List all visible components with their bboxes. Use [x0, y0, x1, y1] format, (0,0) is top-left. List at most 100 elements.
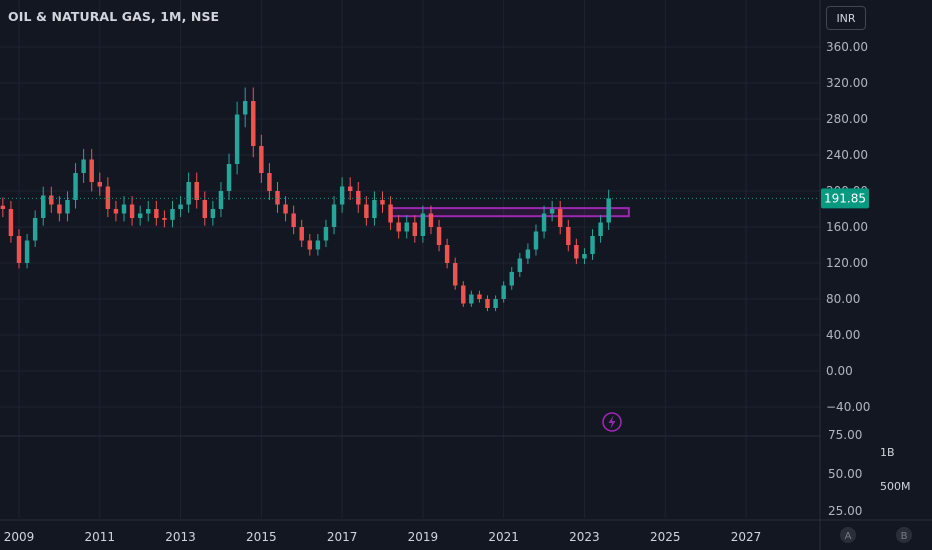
- candle-body: [97, 182, 102, 187]
- price-tick-label: 280.00: [826, 112, 868, 126]
- candle-body: [41, 195, 46, 218]
- time-tick-label: 2027: [731, 530, 762, 544]
- candle-body: [323, 227, 329, 241]
- time-tick-label: 2021: [488, 530, 519, 544]
- candle-body: [170, 209, 175, 220]
- price-tick-label: 160.00: [826, 220, 868, 234]
- candle-body: [347, 186, 353, 191]
- time-tick-label: 2015: [246, 530, 277, 544]
- price-tick-label: 0.00: [826, 364, 853, 378]
- candle-body: [113, 209, 119, 214]
- time-tick-label: 2023: [569, 530, 600, 544]
- candle-body: [469, 294, 474, 304]
- candle-body: [121, 204, 127, 214]
- time-tick-label: 2011: [85, 530, 116, 544]
- candle-body: [24, 240, 30, 263]
- candle-body: [444, 245, 450, 263]
- candle-body: [396, 222, 401, 232]
- candle-body: [267, 173, 272, 191]
- scale-button-label-b: B: [901, 531, 908, 542]
- lightning-bolt-glyph: [608, 415, 616, 429]
- candle-body: [162, 218, 167, 220]
- candle-body: [598, 222, 603, 236]
- candle-body: [105, 186, 111, 209]
- candle-body: [154, 209, 159, 218]
- scale-button-b[interactable]: [896, 527, 912, 543]
- candle-body: [364, 204, 369, 218]
- candle-body: [186, 182, 191, 205]
- candle-body: [32, 218, 38, 241]
- candle-body: [242, 101, 248, 115]
- candle-body: [194, 182, 199, 200]
- volume-tick-label: 75.00: [828, 428, 862, 442]
- candle-body: [356, 191, 361, 205]
- candle-body: [146, 209, 151, 214]
- candle-body: [315, 240, 321, 250]
- candle-body: [16, 236, 22, 263]
- candle-body: [509, 272, 514, 286]
- time-tick-label: 2025: [650, 530, 681, 544]
- candle-body: [428, 213, 434, 227]
- volume-scale-label: 1B: [880, 446, 895, 459]
- candle-body: [49, 195, 54, 205]
- candle-body: [566, 227, 571, 245]
- candle-body: [8, 209, 14, 236]
- candle-body: [81, 159, 86, 173]
- price-tick-label: 360.00: [826, 40, 868, 54]
- currency-button[interactable]: INR: [826, 6, 866, 30]
- candle-body: [404, 222, 409, 232]
- candle-body: [202, 200, 208, 218]
- price-tick-label: −40.00: [826, 400, 870, 414]
- candle-body: [57, 204, 62, 214]
- candle-body: [307, 240, 313, 250]
- candle-body: [452, 263, 458, 286]
- time-tick-label: 2009: [4, 530, 35, 544]
- candle-body: [517, 258, 523, 272]
- candle-body: [380, 200, 385, 205]
- candle-body: [590, 236, 595, 254]
- last-price-label: 191.85: [824, 191, 866, 205]
- candle-body: [420, 213, 426, 236]
- last-price-tag: [821, 188, 869, 209]
- candle-body: [331, 204, 337, 227]
- volume-scale-label: 500M: [880, 480, 911, 493]
- candle-body: [339, 186, 345, 205]
- candle-body: [436, 227, 442, 245]
- candle-body: [65, 200, 70, 214]
- candle-body: [461, 285, 466, 304]
- candle-body: [582, 254, 587, 259]
- candle-body: [218, 191, 224, 209]
- candle-body: [549, 209, 555, 214]
- lightning-bolt-icon[interactable]: [602, 412, 622, 432]
- scale-button-label-a: A: [845, 531, 852, 542]
- candle-body: [372, 200, 377, 218]
- candle-body: [501, 285, 506, 299]
- price-tick-label: 320.00: [826, 76, 868, 90]
- candle-body: [89, 159, 94, 182]
- candle-body: [283, 204, 288, 214]
- candle-body: [557, 209, 563, 227]
- resistance-zone[interactable]: [389, 207, 630, 218]
- time-tick-label: 2013: [165, 530, 196, 544]
- candle-body: [485, 299, 490, 308]
- price-tick-label: 40.00: [826, 328, 860, 342]
- candle-body: [533, 231, 539, 250]
- candle-body: [525, 249, 531, 259]
- candle-body: [259, 146, 264, 173]
- candle-body: [226, 164, 232, 191]
- candle-body: [606, 198, 611, 223]
- candle-body: [291, 213, 296, 227]
- scale-button-a[interactable]: [840, 527, 856, 543]
- volume-tick-label: 25.00: [828, 504, 862, 518]
- candle-body: [275, 191, 280, 205]
- volume-tick-label: 50.00: [828, 467, 862, 481]
- price-tick-label: 120.00: [826, 256, 868, 270]
- time-tick-label: 2017: [327, 530, 358, 544]
- candle-body: [178, 204, 183, 209]
- candle-body: [73, 173, 78, 200]
- price-tick-label: 240.00: [826, 148, 868, 162]
- time-tick-label: 2019: [408, 530, 439, 544]
- candle-body: [412, 222, 418, 236]
